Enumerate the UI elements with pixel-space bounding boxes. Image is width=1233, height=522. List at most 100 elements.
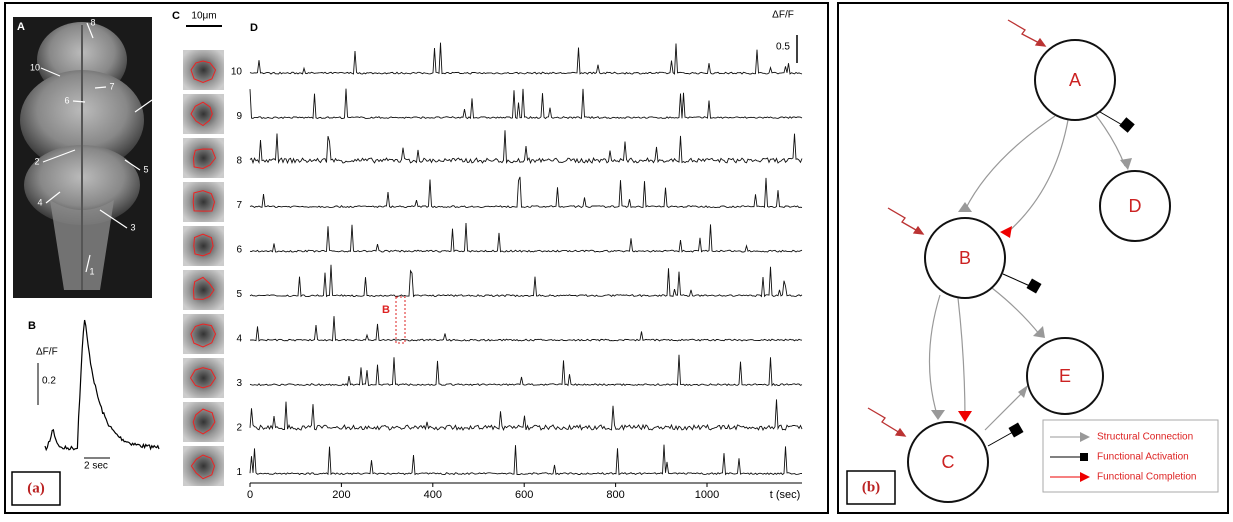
row-label: 2 — [236, 423, 242, 434]
inhibit-links — [987, 111, 1135, 447]
x-tick-label: 800 — [606, 489, 624, 501]
activity-trace — [249, 42, 803, 75]
roi-outline — [192, 408, 216, 435]
subpanel-letter: C — [172, 10, 180, 22]
roi-thumbnail — [183, 226, 224, 266]
brain-image — [13, 17, 152, 298]
node — [1099, 170, 1171, 242]
roi-outline — [189, 367, 217, 389]
activity-trace — [249, 399, 803, 432]
row-label: 8 — [236, 156, 242, 167]
roi-outline — [190, 101, 213, 127]
legend-label: Functional Completion — [1097, 472, 1197, 483]
activity-trace — [249, 444, 803, 476]
roi-outline — [190, 323, 217, 348]
pointer-arrow — [40, 67, 61, 77]
pointer-arrow — [134, 99, 153, 113]
row-label: 10 — [231, 67, 243, 78]
roi-outline — [192, 190, 216, 212]
row-label: 9 — [236, 111, 242, 122]
roi-thumbnail — [183, 50, 224, 90]
brain-region-label: 1 — [89, 266, 94, 276]
legend-label: Functional Activation — [1097, 452, 1189, 463]
arrowheads — [931, 158, 1132, 422]
activity-trace — [249, 130, 803, 165]
roi-thumbnail — [183, 446, 224, 486]
roi-thumbnail — [183, 270, 224, 310]
legend-marker — [1080, 432, 1090, 442]
activity-trace — [249, 264, 803, 298]
legend-label: Structural Connection — [1097, 432, 1193, 443]
scale-label: 0.5 — [776, 42, 790, 53]
roi-thumbnail — [183, 138, 224, 178]
subpanel-letter: D — [250, 22, 258, 34]
brain-region-label: 10 — [30, 62, 40, 72]
highlight-box — [395, 296, 406, 344]
scale-label: 10μm — [191, 11, 216, 22]
x-tick-label: 0 — [247, 489, 253, 501]
roi-thumbnail — [183, 402, 224, 442]
axis-label: ΔF/F — [772, 10, 794, 21]
brain-region-label: 4 — [37, 197, 42, 207]
brain-region-label: 5 — [143, 164, 148, 174]
node-label: E — [1059, 366, 1071, 386]
subpanel-letter: A — [17, 21, 25, 33]
x-tick-label: 200 — [332, 489, 350, 501]
row-label: 7 — [236, 200, 242, 211]
node — [1026, 337, 1104, 415]
activity-trace — [249, 176, 803, 209]
pointer-arrow — [124, 159, 141, 171]
scale-label: 0.2 — [42, 376, 56, 387]
legend-marker — [1080, 472, 1090, 482]
brain-region-label: 6 — [64, 95, 69, 105]
row-label: 4 — [236, 334, 242, 345]
label-box — [11, 471, 61, 506]
roi-thumbnail — [183, 94, 224, 134]
pointer-arrow — [45, 191, 61, 204]
node — [907, 421, 989, 503]
roi-outline — [192, 148, 217, 170]
roi-thumbnail — [183, 358, 224, 398]
brain-region-label: 2 — [34, 156, 39, 166]
subpanel-letter: B — [28, 320, 36, 332]
pointer-arrow — [86, 22, 94, 39]
pointer-arrow — [94, 86, 107, 89]
brain-region-label: 8 — [90, 17, 95, 27]
roi-outline — [193, 233, 214, 257]
x-tick-label: 600 — [515, 489, 533, 501]
brain-region-label: 9 — [155, 94, 160, 104]
pointer-arrow — [85, 254, 91, 273]
x-tick-label: 1000 — [695, 489, 719, 501]
brain-region-label: 3 — [130, 222, 135, 232]
stimulus-arrows — [867, 19, 1047, 437]
roi-outline — [190, 60, 217, 84]
node — [1034, 39, 1116, 121]
x-axis-label: t (sec) — [770, 489, 801, 501]
pointer-arrow — [72, 100, 86, 103]
legend-marker — [1080, 453, 1088, 461]
row-label: 3 — [236, 378, 242, 389]
axis-label: ΔF/F — [36, 347, 58, 358]
row-label: 5 — [236, 289, 242, 300]
activity-trace — [249, 316, 803, 342]
panel-label: (a) — [27, 480, 45, 496]
pointer-arrow — [42, 149, 76, 163]
panel-label: (b) — [862, 479, 880, 495]
pointer-arrow — [99, 209, 128, 229]
label-box — [846, 470, 896, 505]
row-label: 1 — [236, 467, 242, 478]
node-label: D — [1129, 196, 1142, 216]
node-label: A — [1069, 70, 1081, 90]
roi-thumbnail — [183, 182, 224, 222]
node-label: C — [942, 452, 955, 472]
single-trace — [44, 319, 160, 452]
legend-box — [1042, 419, 1219, 493]
highlight-label: B — [382, 304, 390, 316]
activity-trace — [249, 222, 803, 253]
roi-outline — [190, 454, 216, 480]
node-label: B — [959, 248, 971, 268]
roi-thumbnail — [183, 314, 224, 354]
node — [924, 217, 1006, 299]
scale-label: 2 sec — [84, 461, 108, 472]
